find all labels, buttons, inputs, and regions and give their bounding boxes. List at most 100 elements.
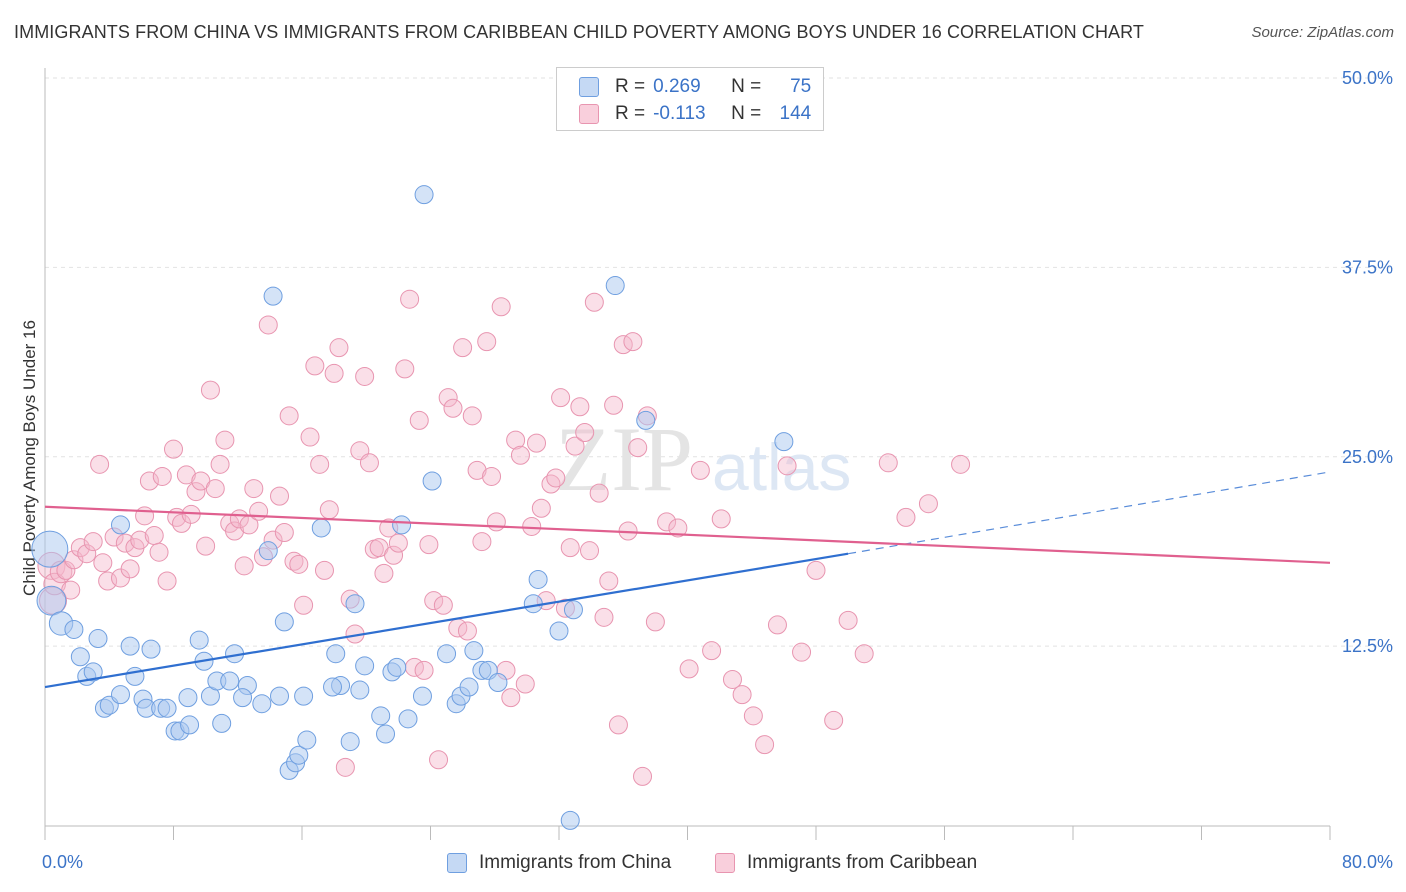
data-point: [424, 591, 444, 611]
data-point: [36, 585, 67, 616]
data-point: [90, 454, 110, 474]
stats-legend: R = 0.269 N = 75 R = -0.113 N = 144: [556, 67, 824, 131]
data-point: [374, 563, 394, 583]
y-tick-label: 50.0%: [1342, 68, 1393, 88]
series-legend: Immigrants from China Immigrants from Ca…: [0, 852, 1406, 878]
data-point: [270, 486, 290, 506]
data-point: [200, 380, 220, 400]
data-point: [459, 677, 479, 697]
data-point: [409, 410, 429, 430]
data-point: [294, 595, 314, 615]
data-point: [777, 456, 797, 476]
data-point: [608, 715, 628, 735]
data-point: [324, 363, 344, 383]
data-point: [387, 657, 407, 677]
data-point: [120, 636, 140, 656]
caribbean-r-value: -0.113: [653, 103, 706, 124]
data-point: [305, 356, 325, 376]
data-point: [205, 479, 225, 499]
data-point: [98, 571, 118, 591]
data-point: [178, 688, 198, 708]
china-swatch: [447, 853, 467, 873]
data-point: [135, 506, 155, 526]
data-point: [486, 512, 506, 532]
data-point: [438, 388, 458, 408]
data-point: [233, 688, 253, 708]
data-point: [628, 438, 648, 458]
data-point: [196, 536, 216, 556]
data-point: [501, 688, 521, 708]
data-point: [515, 674, 535, 694]
r-label: R =: [615, 103, 646, 124]
data-point: [878, 453, 898, 473]
axes: [44, 68, 1331, 840]
data-point: [355, 366, 375, 386]
data-point: [433, 595, 453, 615]
data-point: [83, 532, 103, 552]
data-point: [297, 730, 317, 750]
data-point: [429, 750, 449, 770]
data-point: [422, 471, 442, 491]
data-point: [462, 406, 482, 426]
data-point: [186, 482, 206, 502]
data-point: [258, 315, 278, 335]
stats-row-caribbean: R = -0.113 N = 144: [579, 101, 811, 127]
caribbean-swatch: [579, 104, 599, 124]
data-point: [274, 612, 294, 632]
data-point: [491, 297, 511, 317]
data-point: [258, 541, 278, 561]
data-point: [722, 669, 742, 689]
data-point: [506, 430, 526, 450]
data-point: [546, 468, 566, 488]
data-point: [679, 659, 699, 679]
data-point: [319, 500, 339, 520]
data-point: [477, 332, 497, 352]
data-point: [355, 656, 375, 676]
data-point: [110, 515, 130, 535]
caribbean-n-value: 144: [779, 103, 812, 124]
data-point: [580, 541, 600, 561]
data-point: [531, 498, 551, 518]
data-point: [584, 292, 604, 312]
data-point: [570, 397, 590, 417]
data-point: [523, 594, 543, 614]
n-label: N =: [731, 103, 762, 124]
china-n-value: 75: [790, 76, 812, 97]
data-point: [414, 660, 434, 680]
data-point: [412, 686, 432, 706]
data-point: [323, 677, 343, 697]
data-point: [371, 706, 391, 726]
data-point: [636, 410, 656, 430]
data-point: [604, 395, 624, 415]
data-point: [482, 466, 502, 486]
data-point: [350, 680, 370, 700]
data-point: [551, 388, 571, 408]
y-tick-label: 25.0%: [1342, 447, 1393, 467]
data-point: [575, 423, 595, 443]
data-point: [599, 571, 619, 591]
china-swatch: [579, 77, 599, 97]
data-point: [854, 644, 874, 664]
data-point: [64, 619, 84, 639]
caribbean-trend-line: [44, 505, 1331, 564]
data-point: [528, 569, 548, 589]
data-point: [359, 453, 379, 473]
china-r-value: 0.269: [653, 76, 701, 97]
legend-item-caribbean: Immigrants from Caribbean: [715, 852, 977, 874]
data-point: [668, 518, 688, 538]
data-point: [77, 544, 97, 564]
data-point: [488, 672, 508, 692]
data-point: [824, 710, 844, 730]
data-point: [56, 560, 76, 580]
data-point: [657, 512, 677, 532]
data-point: [110, 685, 130, 705]
data-point: [225, 521, 245, 541]
data-point: [83, 662, 103, 682]
china-trend-line: [44, 552, 849, 689]
data-point: [560, 810, 580, 830]
data-point: [743, 706, 763, 726]
data-point: [437, 644, 457, 664]
data-point: [633, 766, 653, 786]
data-point: [311, 518, 331, 538]
y-tick-label: 12.5%: [1342, 636, 1393, 656]
